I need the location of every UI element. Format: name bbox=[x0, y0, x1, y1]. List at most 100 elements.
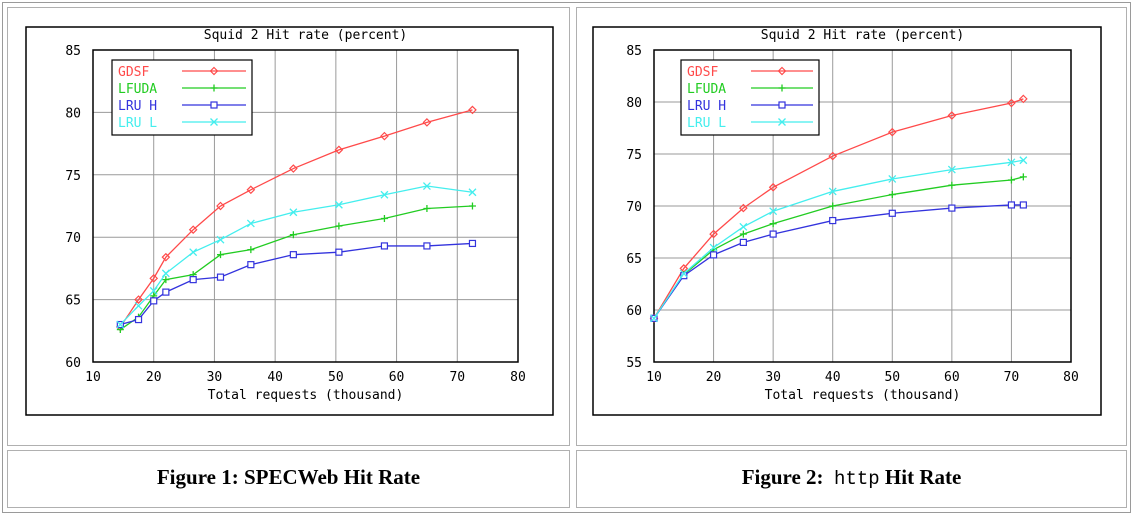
chart-border bbox=[592, 26, 1102, 416]
legend-marker bbox=[209, 66, 219, 76]
chart-cell-2: Squid 2 Hit rate (percent) 10 20 30 40 50 60 70… bbox=[576, 7, 1127, 446]
x-tick-label: 70 bbox=[449, 370, 465, 385]
data-point bbox=[829, 216, 837, 225]
data-point bbox=[1007, 98, 1016, 108]
data-point bbox=[116, 320, 125, 329]
data-point bbox=[468, 105, 477, 115]
data-point bbox=[887, 127, 897, 137]
data-point bbox=[134, 301, 143, 310]
plot-area bbox=[653, 49, 1072, 363]
data-point bbox=[1007, 158, 1016, 167]
legend-label: LRU H bbox=[687, 99, 726, 114]
data-point bbox=[468, 188, 477, 197]
data-point bbox=[828, 151, 838, 161]
series-lru-h bbox=[650, 201, 1027, 322]
data-point bbox=[162, 276, 170, 284]
legend-label: LRU L bbox=[118, 116, 157, 131]
data-point bbox=[422, 182, 431, 190]
data-point bbox=[217, 251, 224, 259]
x-tick-label: 80 bbox=[1063, 370, 1079, 385]
chart-title: Squid 2 Hit rate (percent) bbox=[204, 28, 408, 43]
data-point bbox=[709, 251, 718, 259]
data-point bbox=[679, 269, 688, 278]
y-tick-label: 85 bbox=[626, 44, 642, 59]
x-tick-label: 60 bbox=[389, 370, 405, 385]
data-point bbox=[247, 246, 255, 254]
legend-label: LRU H bbox=[118, 99, 157, 114]
series-lru-l bbox=[650, 156, 1028, 323]
y-tick-label: 75 bbox=[626, 148, 642, 163]
data-point bbox=[380, 131, 389, 141]
data-point bbox=[423, 204, 431, 212]
data-point bbox=[709, 229, 718, 239]
data-point bbox=[189, 276, 197, 284]
data-point bbox=[1018, 94, 1028, 104]
legend-label: LFUDA bbox=[118, 82, 157, 97]
legend-marker bbox=[778, 101, 786, 109]
caption-cell-2: Figure 2: http Hit Rate bbox=[576, 450, 1127, 508]
data-point bbox=[888, 191, 896, 199]
series-line bbox=[653, 159, 1024, 319]
data-point bbox=[216, 201, 225, 211]
data-point bbox=[739, 238, 747, 246]
data-point bbox=[888, 175, 897, 183]
x-axis-label: Total requests (thousand) bbox=[208, 388, 404, 403]
data-point bbox=[468, 239, 477, 248]
data-point bbox=[289, 208, 298, 217]
data-point bbox=[769, 220, 777, 228]
data-point bbox=[888, 209, 896, 217]
data-point bbox=[380, 214, 388, 222]
legend-marker bbox=[210, 84, 218, 92]
caption-suffix: Hit Rate bbox=[879, 465, 962, 489]
legend-marker bbox=[777, 66, 787, 76]
x-axis-label: Total requests (thousand) bbox=[765, 388, 961, 403]
data-point bbox=[246, 185, 256, 195]
legend-label: GDSF bbox=[687, 65, 718, 80]
y-tick-label: 55 bbox=[626, 356, 642, 371]
data-point bbox=[149, 274, 159, 283]
data-point bbox=[1019, 201, 1027, 209]
y-tick-label: 65 bbox=[65, 294, 81, 309]
series-line bbox=[653, 98, 1024, 319]
legend-label: GDSF bbox=[118, 65, 149, 80]
y-tick-label: 85 bbox=[65, 44, 81, 59]
data-point bbox=[739, 222, 748, 231]
x-tick-label: 20 bbox=[146, 370, 162, 385]
data-point bbox=[289, 251, 297, 259]
legend-marker bbox=[210, 118, 218, 126]
plot-area bbox=[92, 49, 519, 363]
legend-label: LFUDA bbox=[687, 82, 726, 97]
y-tick-label: 60 bbox=[626, 304, 642, 319]
x-tick-label: 50 bbox=[884, 370, 900, 385]
data-point bbox=[380, 242, 389, 250]
data-point bbox=[150, 297, 158, 305]
data-point bbox=[947, 165, 956, 174]
data-point bbox=[289, 164, 298, 173]
legend-marker bbox=[778, 118, 786, 126]
x-tick-label: 20 bbox=[706, 370, 722, 385]
x-tick-label: 50 bbox=[328, 370, 344, 385]
y-tick-label: 70 bbox=[65, 231, 81, 246]
data-point bbox=[828, 187, 837, 196]
data-point bbox=[134, 295, 143, 304]
x-tick-label: 30 bbox=[765, 370, 781, 385]
x-tick-label: 30 bbox=[207, 370, 223, 385]
chart-1: Squid 2 Hit rate (percent) 10 20 30 40 50 60 70… bbox=[25, 26, 554, 416]
x-tick-label: 70 bbox=[1004, 370, 1020, 385]
data-point bbox=[247, 261, 255, 269]
x-tick-label: 80 bbox=[510, 370, 526, 385]
y-tick-label: 70 bbox=[626, 200, 642, 215]
caption-prefix: Figure 2: bbox=[741, 465, 835, 489]
chart-title: Squid 2 Hit rate (percent) bbox=[761, 28, 965, 43]
data-point bbox=[423, 242, 431, 250]
y-tick-label: 80 bbox=[626, 96, 642, 111]
data-point bbox=[768, 182, 778, 192]
series-lru-l bbox=[116, 182, 477, 329]
data-point bbox=[162, 288, 170, 296]
chart-2: Squid 2 Hit rate (percent) 10 20 30 40 50 60 70… bbox=[592, 26, 1102, 416]
data-point bbox=[739, 203, 748, 213]
x-tick-label: 40 bbox=[825, 370, 841, 385]
data-point bbox=[680, 272, 688, 280]
data-point bbox=[947, 111, 957, 120]
data-point bbox=[149, 286, 158, 295]
